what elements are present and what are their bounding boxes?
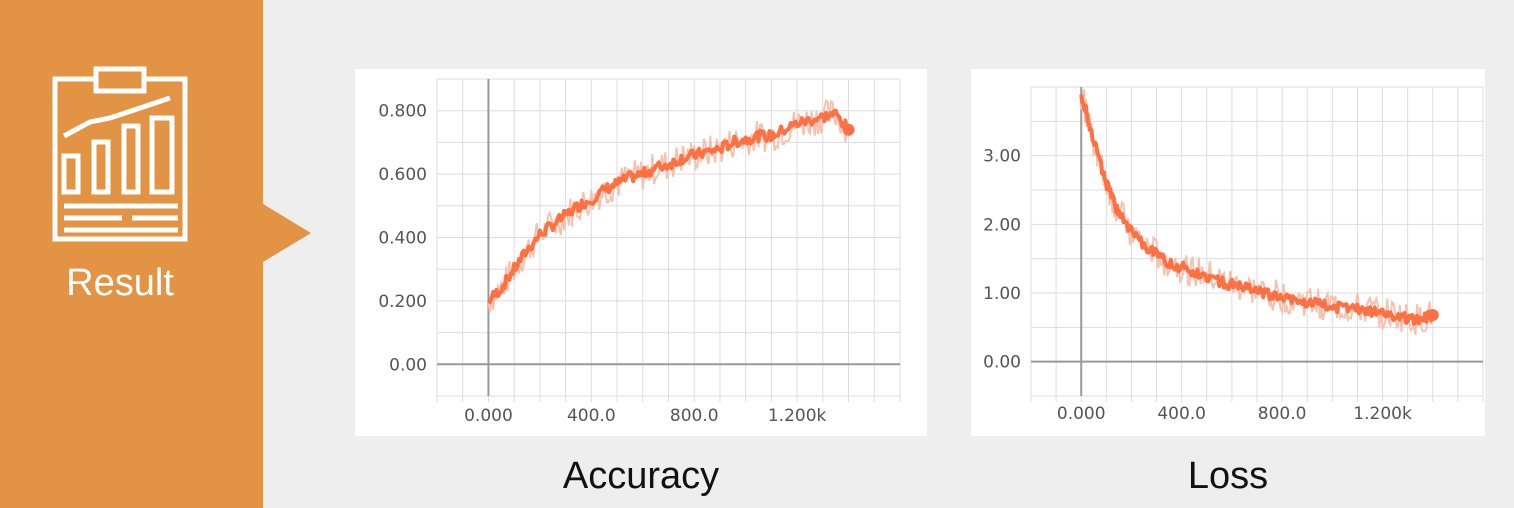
loss-chart-panel: 0.000 400.0 800.0 1.200k 0.00 1.00 2.00 3.00 [971, 69, 1485, 436]
accuracy-caption: Accuracy [562, 455, 720, 497]
loss-x-tick-label: 0.000 [1057, 404, 1106, 424]
loss-chart: 0.000 400.0 800.0 1.200k 0.00 1.00 2.00 3.00 [983, 86, 1484, 424]
loss-y-tick-label: 1.00 [983, 284, 1021, 304]
accuracy-y-tick-label: 0.200 [378, 292, 427, 312]
sidebar-result-tag: Result [0, 0, 263, 508]
accuracy-chart: 0.000 400.0 800.0 1.200k 0.00 0.200 0.400 0.600… [378, 78, 901, 426]
accuracy-y-tick-label: 0.00 [389, 355, 427, 375]
accuracy-x-tick-label: 1.200k [768, 406, 827, 426]
accuracy-end-point [842, 123, 855, 136]
accuracy-series-line [486, 108, 850, 305]
loss-x-tick-label: 800.0 [1258, 404, 1307, 424]
loss-x-tick-label: 400.0 [1157, 404, 1206, 424]
loss-series-line [1079, 94, 1435, 326]
loss-y-tick-label: 0.00 [983, 353, 1021, 373]
loss-y-tick-label: 2.00 [983, 215, 1021, 235]
accuracy-x-tick-label: 0.000 [464, 406, 513, 426]
pointer-arrow [263, 204, 311, 262]
loss-end-point [1426, 308, 1439, 321]
loss-caption: Loss [1187, 455, 1269, 497]
accuracy-x-tick-label: 400.0 [567, 406, 616, 426]
accuracy-chart-panel: 0.000 400.0 800.0 1.200k 0.00 0.200 0.400 0.600… [355, 69, 927, 436]
loss-y-tick-label: 3.00 [983, 147, 1021, 167]
accuracy-y-tick-label: 0.400 [378, 229, 427, 249]
report-chart-icon [52, 66, 188, 242]
accuracy-y-tick-label: 0.800 [378, 102, 427, 122]
accuracy-y-tick-label: 0.600 [378, 165, 427, 185]
accuracy-x-tick-label: 800.0 [670, 406, 719, 426]
result-label: Result [66, 262, 174, 304]
loss-x-tick-label: 1.200k [1353, 404, 1412, 424]
